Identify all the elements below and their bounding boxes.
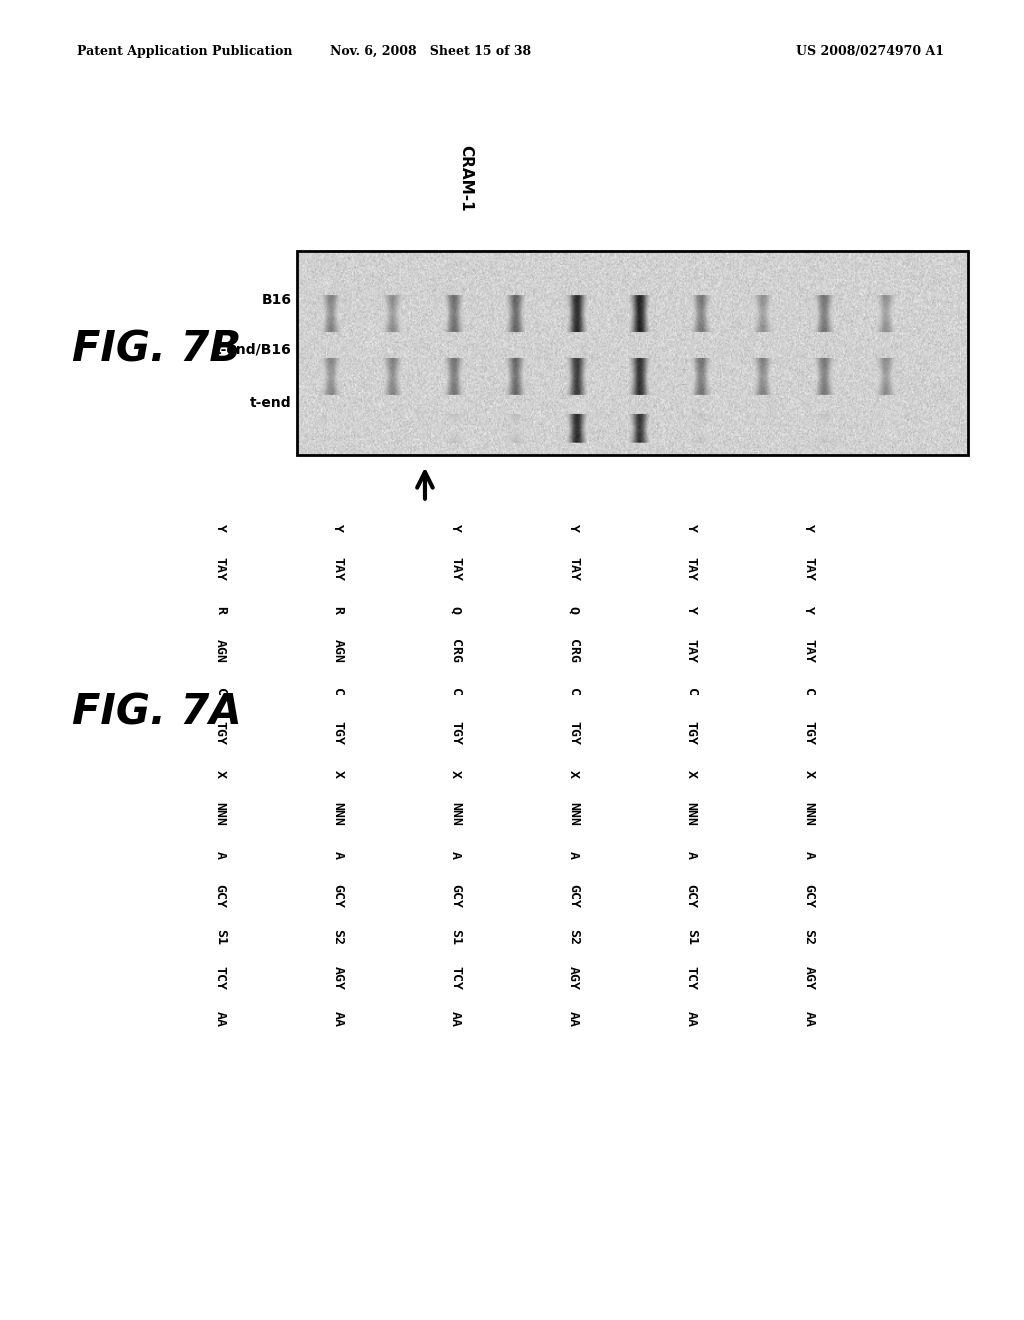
Text: FIG. 7A: FIG. 7A	[72, 692, 242, 734]
Text: GCY: GCY	[685, 884, 697, 908]
Text: S1: S1	[685, 929, 697, 945]
Text: TGY: TGY	[214, 721, 226, 744]
Text: TAY: TAY	[685, 557, 697, 581]
Text: A: A	[214, 851, 226, 859]
Text: GCY: GCY	[450, 884, 462, 908]
Text: t-end: t-end	[250, 396, 292, 409]
Text: TAY: TAY	[332, 557, 344, 581]
Text: NNN: NNN	[332, 803, 344, 826]
Text: TAY: TAY	[450, 557, 462, 581]
Text: S2: S2	[567, 929, 580, 945]
Text: AA: AA	[450, 1011, 462, 1027]
Text: C: C	[450, 688, 462, 696]
Text: AA: AA	[567, 1011, 580, 1027]
Text: Y: Y	[803, 606, 815, 614]
Text: GCY: GCY	[803, 884, 815, 908]
Text: TGY: TGY	[332, 721, 344, 744]
Text: AA: AA	[803, 1011, 815, 1027]
Text: S2: S2	[803, 929, 815, 945]
Text: TCY: TCY	[214, 966, 226, 990]
Text: Q: Q	[450, 606, 462, 614]
Text: AGN: AGN	[332, 639, 344, 663]
Text: AGY: AGY	[567, 966, 580, 990]
Text: A: A	[567, 851, 580, 859]
Text: Y: Y	[685, 606, 697, 614]
Text: C: C	[685, 688, 697, 696]
Text: CRAM-1: CRAM-1	[459, 145, 473, 211]
Text: CRG: CRG	[567, 639, 580, 663]
Text: AGN: AGN	[214, 639, 226, 663]
Text: A: A	[332, 851, 344, 859]
Text: TAY: TAY	[214, 557, 226, 581]
Text: A: A	[803, 851, 815, 859]
Text: AGY: AGY	[803, 966, 815, 990]
Text: S1: S1	[450, 929, 462, 945]
Text: X: X	[450, 770, 462, 777]
Text: TGY: TGY	[803, 721, 815, 744]
Text: TAY: TAY	[803, 639, 815, 663]
Text: GCY: GCY	[332, 884, 344, 908]
Text: TGY: TGY	[567, 721, 580, 744]
Text: R: R	[332, 606, 344, 614]
Text: TAY: TAY	[567, 557, 580, 581]
Text: TGY: TGY	[450, 721, 462, 744]
Text: X: X	[567, 770, 580, 777]
Text: B16: B16	[262, 293, 292, 306]
Text: Y: Y	[214, 524, 226, 532]
Text: NNN: NNN	[685, 803, 697, 826]
Text: X: X	[685, 770, 697, 777]
Text: NNN: NNN	[450, 803, 462, 826]
Text: t-end/B16: t-end/B16	[215, 343, 292, 356]
Text: TGY: TGY	[685, 721, 697, 744]
Text: GCY: GCY	[214, 884, 226, 908]
Text: R: R	[214, 606, 226, 614]
Text: Y: Y	[803, 524, 815, 532]
Text: NNN: NNN	[214, 803, 226, 826]
Text: FIG. 7B: FIG. 7B	[72, 329, 241, 371]
Text: AA: AA	[332, 1011, 344, 1027]
Text: Y: Y	[685, 524, 697, 532]
Text: TCY: TCY	[685, 966, 697, 990]
Text: C: C	[803, 688, 815, 696]
Text: Y: Y	[450, 524, 462, 532]
Text: CRG: CRG	[450, 639, 462, 663]
Text: Q: Q	[567, 606, 580, 614]
Text: Y: Y	[567, 524, 580, 532]
Text: Nov. 6, 2008   Sheet 15 of 38: Nov. 6, 2008 Sheet 15 of 38	[330, 45, 530, 58]
Text: C: C	[214, 688, 226, 696]
Text: Y: Y	[332, 524, 344, 532]
Text: S1: S1	[214, 929, 226, 945]
Text: C: C	[332, 688, 344, 696]
Text: TAY: TAY	[803, 557, 815, 581]
Text: NNN: NNN	[567, 803, 580, 826]
Text: X: X	[332, 770, 344, 777]
Text: NNN: NNN	[803, 803, 815, 826]
Text: AA: AA	[685, 1011, 697, 1027]
Text: A: A	[450, 851, 462, 859]
Text: C: C	[567, 688, 580, 696]
Text: TCY: TCY	[450, 966, 462, 990]
Text: TAY: TAY	[685, 639, 697, 663]
Text: AA: AA	[214, 1011, 226, 1027]
Bar	[297, 251, 968, 455]
Text: Patent Application Publication: Patent Application Publication	[77, 45, 292, 58]
Text: US 2008/0274970 A1: US 2008/0274970 A1	[797, 45, 944, 58]
Text: AGY: AGY	[332, 966, 344, 990]
Text: X: X	[214, 770, 226, 777]
Text: GCY: GCY	[567, 884, 580, 908]
Text: S2: S2	[332, 929, 344, 945]
Text: X: X	[803, 770, 815, 777]
Text: A: A	[685, 851, 697, 859]
